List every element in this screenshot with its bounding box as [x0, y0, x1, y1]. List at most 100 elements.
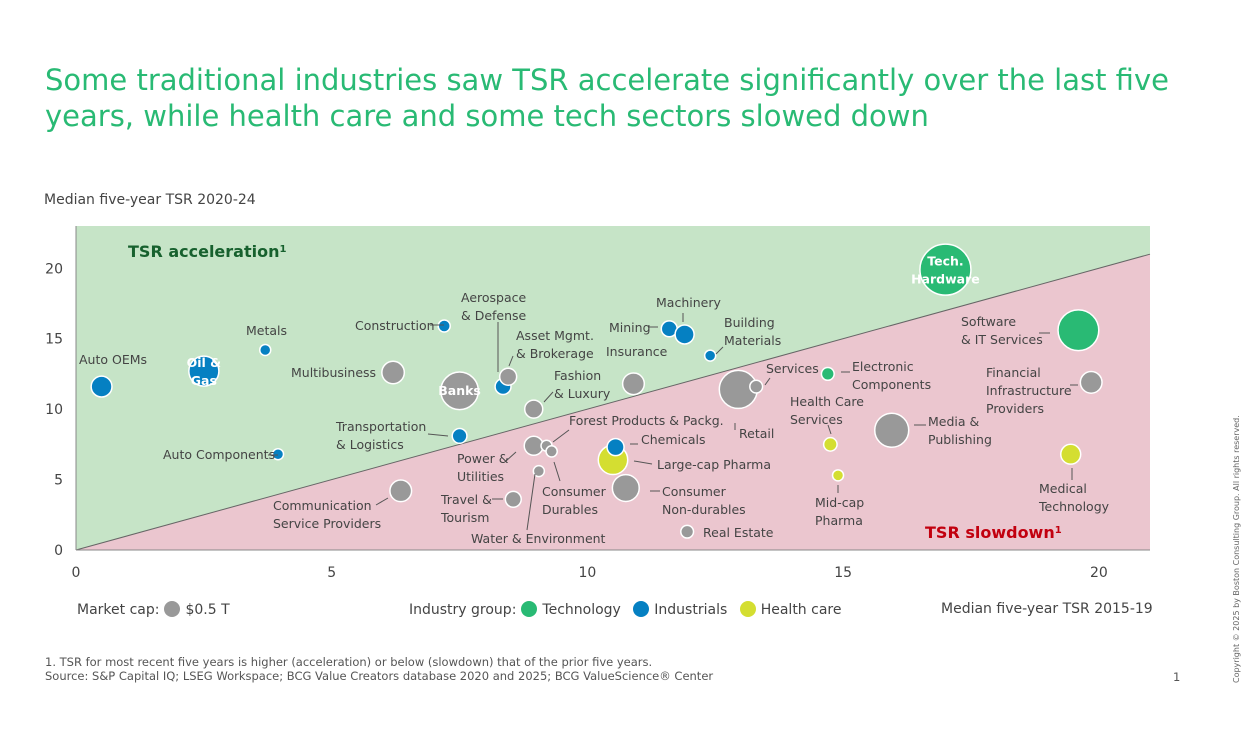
data-label-line: & IT Services: [961, 332, 1043, 347]
legend-dot-industrials: [633, 601, 650, 617]
acceleration-footnote-mark: 1: [279, 244, 286, 255]
bubble-transportation-logistics: [451, 427, 468, 445]
data-label-line: Publishing: [928, 432, 992, 447]
data-label-line: & Logistics: [336, 437, 404, 452]
data-label-line: Building: [724, 315, 775, 330]
data-label-line: Materials: [724, 333, 781, 348]
leader-line-building-materials: [715, 346, 724, 355]
data-label-health-care-services: Health Care Services: [790, 394, 864, 427]
data-label-line: Technology: [1038, 499, 1110, 514]
data-label-aerospace-defense: Aerospace & Defense: [461, 290, 527, 323]
legend-item-health-care: Health care: [760, 602, 842, 618]
data-label-line: Pharma: [815, 513, 863, 528]
bubble-machinery: [674, 324, 695, 345]
data-label-medical-technology: Medical Technology: [1038, 481, 1110, 514]
data-label-consumer-non-durables: Consumer Non-durables: [662, 484, 746, 517]
data-label-building-materials: Building Materials: [724, 315, 781, 348]
bubble-tech-hardware: [919, 243, 972, 296]
data-label-line: Components: [852, 377, 931, 392]
data-label-line: & Luxury: [554, 386, 611, 401]
leader-line-fashion-luxury: [543, 391, 554, 403]
bubble-building-materials: [703, 349, 717, 362]
legend-dot-health-care: [739, 601, 756, 617]
bubble-services: [749, 379, 764, 394]
x-tick-label: 10: [579, 565, 597, 581]
bubble-consumer-durables: [545, 445, 558, 458]
data-label-auto-oems: Auto OEMs: [79, 352, 147, 367]
data-label-line: Electronic: [852, 359, 914, 374]
leader-line-communication-service-providers: [375, 497, 389, 506]
slowdown-zone-label: TSR slowdown1: [925, 523, 1062, 542]
data-label-line: Construction: [355, 318, 435, 333]
y-tick-label: 0: [54, 543, 63, 559]
bubble-travel-tourism: [504, 490, 522, 508]
data-label-line: Non-durables: [662, 502, 746, 517]
data-label-oil-gas: Oil & Gas: [187, 355, 222, 388]
data-label-line: Service Providers: [273, 516, 381, 531]
bubble-software-it-services: [1057, 309, 1100, 352]
data-label-asset-mgmt-brokerage: Asset Mgmt. & Brokerage: [516, 328, 594, 361]
leader-line-transportation-logistics: [427, 433, 449, 437]
data-label-line: Real Estate: [703, 525, 774, 540]
market-cap-legend-dot: [164, 601, 181, 617]
market-cap-legend: Market cap: $0.5 T: [77, 601, 230, 618]
data-label-line: Oil &: [187, 355, 222, 370]
leader-line-power-utilities: [505, 451, 517, 462]
data-label-line: Health Care: [790, 394, 864, 409]
data-label-line: Providers: [986, 401, 1044, 416]
data-label-line: Infrastructure: [986, 383, 1072, 398]
bubble-construction: [437, 319, 451, 333]
data-label-line: Medical: [1039, 481, 1087, 496]
data-label-line: Machinery: [656, 295, 721, 310]
data-label-fashion-luxury: Fashion & Luxury: [554, 368, 611, 401]
data-label-machinery: Machinery: [656, 295, 721, 310]
copyright-notice: Copyright © 2025 by Boston Consulting Gr…: [1232, 415, 1241, 683]
data-label-line: Banks: [438, 383, 481, 398]
bubble-financial-infrastructure-providers: [1079, 370, 1103, 394]
industry-group-legend-label: Industry group:: [409, 602, 517, 618]
data-label-line: Utilities: [457, 469, 504, 484]
data-label-media-publishing: Media & Publishing: [928, 414, 992, 447]
bubble-metals: [258, 343, 272, 357]
footnote-source: Source: S&P Capital IQ; LSEG Workspace; …: [45, 669, 714, 683]
bubble-insurance: [621, 372, 646, 396]
data-label-travel-tourism: Travel & Tourism: [440, 492, 492, 525]
data-label-line: & Defense: [461, 308, 527, 323]
bubble-multibusiness: [381, 360, 406, 385]
bubble-real-estate: [680, 524, 695, 539]
data-label-financial-infrastructure-providers: Financial Infrastructure Providers: [986, 365, 1072, 416]
y-axis-label: Median five-year TSR 2020-24: [44, 192, 256, 208]
data-label-real-estate: Real Estate: [703, 525, 774, 540]
data-label-forest-products-packg: Forest Products & Packg.: [569, 413, 724, 428]
acceleration-zone-label: TSR acceleration1: [128, 242, 286, 261]
data-label-line: Retail: [739, 426, 774, 441]
x-tick-label: 5: [327, 565, 336, 581]
data-label-line: Tourism: [440, 510, 489, 525]
data-label-communication-service-providers: Communication Service Providers: [273, 498, 381, 531]
data-label-line: Forest Products & Packg.: [569, 413, 724, 428]
bubble-electronic-components: [820, 366, 835, 382]
data-label-services: Services: [766, 361, 819, 376]
market-cap-legend-label: Market cap:: [77, 602, 160, 618]
data-label-line: Auto OEMs: [79, 352, 147, 367]
data-label-line: & Brokerage: [516, 346, 594, 361]
data-label-line: Aerospace: [461, 290, 527, 305]
bubble-media-publishing: [873, 412, 910, 449]
data-label-line: Gas: [191, 373, 217, 388]
legend-item-industrials: Industrials: [654, 602, 728, 618]
data-label-line: Services: [790, 412, 843, 427]
data-label-software-it-services: Software & IT Services: [961, 314, 1043, 347]
data-label-line: Metals: [246, 323, 287, 338]
x-axis-label: Median five-year TSR 2015-19: [941, 601, 1153, 617]
slowdown-footnote-mark: 1: [1055, 525, 1062, 536]
footnote-line-1: 1. TSR for most recent five years is hig…: [45, 655, 653, 669]
data-label-mining: Mining: [609, 320, 651, 335]
legend-item-technology: Technology: [542, 602, 621, 618]
y-tick-label: 20: [45, 261, 63, 277]
data-label-construction: Construction: [355, 318, 435, 333]
data-label-line: Insurance: [606, 344, 668, 359]
y-tick-label: 10: [45, 402, 63, 418]
data-label-line: Multibusiness: [291, 365, 376, 380]
data-label-line: Auto Components: [163, 447, 275, 462]
data-label-insurance: Insurance: [606, 344, 668, 359]
